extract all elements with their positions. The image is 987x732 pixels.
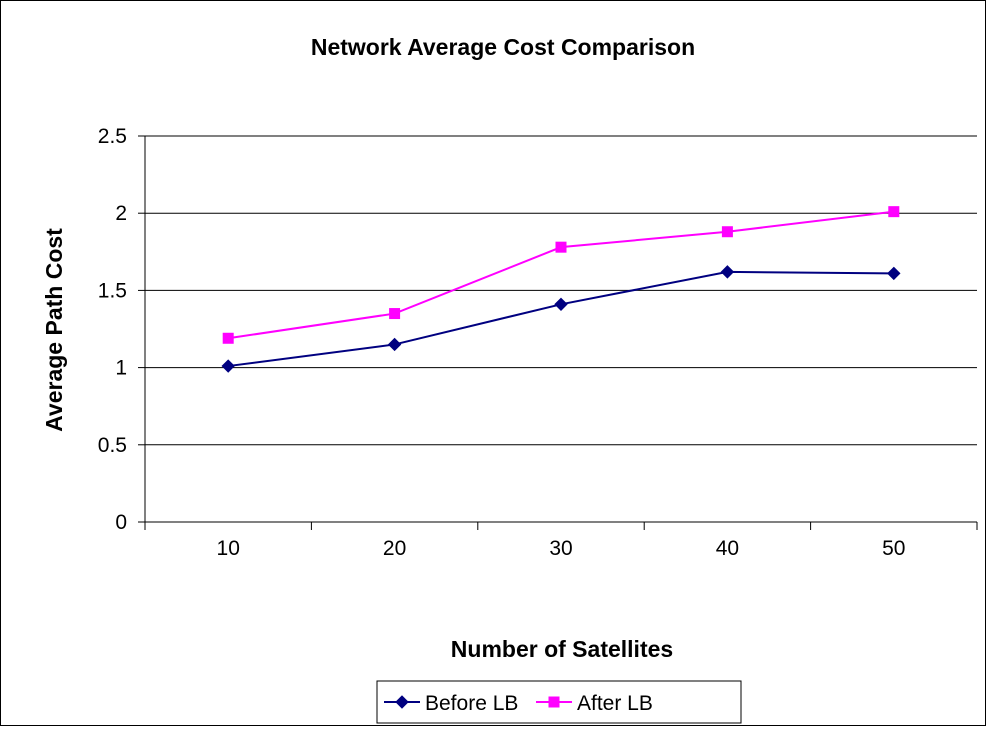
- series-lines: [221, 206, 901, 373]
- y-axis-title: Average Path Cost: [41, 228, 67, 432]
- x-tick-label: 20: [383, 537, 406, 560]
- x-tick-label: 40: [716, 537, 739, 560]
- legend-entry: After LB: [536, 692, 653, 715]
- x-tick-label: 50: [882, 537, 905, 560]
- y-tick-label: 1.5: [98, 279, 127, 302]
- y-tick-label: 0: [115, 511, 127, 534]
- data-point: [555, 241, 567, 253]
- y-tick-label: 0.5: [98, 434, 127, 457]
- data-point: [389, 308, 401, 320]
- data-point: [387, 337, 402, 352]
- legend-entry: Before LB: [384, 692, 518, 715]
- x-tick-label: 30: [549, 537, 572, 560]
- legend-marker: [548, 696, 560, 708]
- data-point: [554, 297, 568, 312]
- chart-title: Network Average Cost Comparison: [311, 34, 695, 60]
- legend-marker: [395, 695, 409, 709]
- series-1: [221, 265, 901, 373]
- data-point: [222, 332, 234, 344]
- data-point: [221, 359, 235, 373]
- data-point: [720, 265, 735, 279]
- y-tick-label: 2.5: [98, 125, 127, 148]
- series-2: [222, 206, 900, 344]
- y-tick-label: 1: [115, 357, 127, 380]
- data-point: [721, 226, 733, 238]
- gridlines: [145, 135, 977, 446]
- x-axis-title: Number of Satellites: [451, 636, 673, 662]
- tick-labels: 0 0.5 1 1.5 2 2.5 10 20 30 40 50: [98, 125, 906, 560]
- x-tick-label: 10: [217, 537, 240, 560]
- data-point: [888, 206, 900, 218]
- data-point: [887, 266, 901, 281]
- axes: [138, 135, 978, 530]
- legend: Before LB After LB: [376, 680, 742, 724]
- y-tick-label: 2: [115, 202, 127, 225]
- legend-label: Before LB: [425, 692, 518, 715]
- legend-label: After LB: [577, 692, 653, 715]
